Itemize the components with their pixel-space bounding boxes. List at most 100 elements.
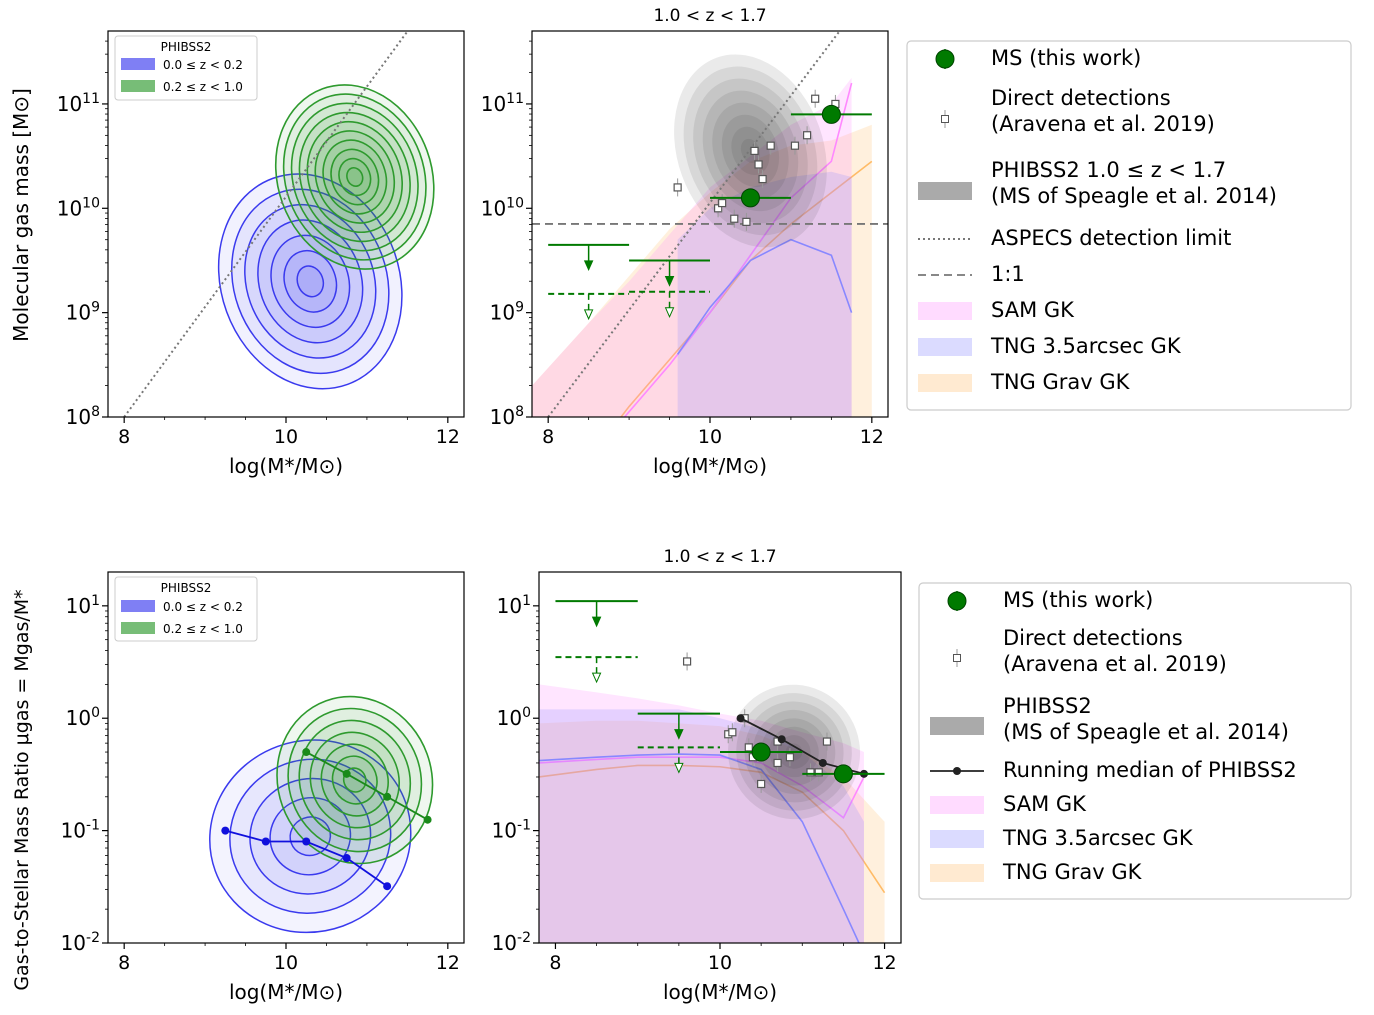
tng-35arcsec-median-line (539, 753, 860, 943)
low-z-contour (283, 249, 338, 313)
high-z-median-point (302, 748, 311, 757)
legend-phibss-swatch (918, 182, 972, 200)
legend-bottom: MS (this work) Direct detections(Aravena … (918, 582, 1352, 900)
direct-detection (718, 198, 727, 208)
ms-point (821, 104, 841, 124)
direct-detection (766, 141, 775, 150)
x-tick-label: 12 (872, 952, 896, 974)
direct-detection (754, 160, 763, 169)
direct-detection (814, 768, 823, 777)
low-z-contour (289, 816, 332, 857)
legend-label: Direct detections (991, 86, 1171, 110)
y-tick-label: 1010 (57, 195, 100, 220)
x-axis-label: log(M*/M⊙) (653, 454, 767, 478)
x-tick-label: 12 (436, 952, 460, 974)
upper-limit-arrow (583, 260, 594, 272)
y-tick-label: 108 (490, 404, 524, 429)
legend-phibss-swatch (930, 717, 984, 735)
legend-box (918, 582, 1352, 900)
upper-limit-arrow (591, 616, 602, 628)
panel-legend-swatch (121, 600, 155, 612)
direct-detection (757, 779, 766, 789)
y-tick-label: 109 (66, 300, 100, 325)
x-axis-label: log(M*/M⊙) (229, 454, 343, 478)
legend-label: TNG 3.5arcsec GK (990, 334, 1182, 358)
x-tick-label: 8 (118, 952, 130, 974)
legend-label: TNG 3.5arcsec GK (1002, 826, 1194, 850)
legend-label-line2: (MS of Speagle et al. 2014) (991, 184, 1277, 208)
low-z-median-point (342, 854, 351, 863)
x-tick-label: 8 (542, 426, 554, 448)
legend-label: PHIBSS2 (1003, 694, 1092, 718)
y-tick-label: 101 (66, 593, 100, 618)
sam-gk-band (539, 684, 864, 943)
high-z-contour (331, 755, 378, 805)
panel-legend-title: PHIBSS2 (161, 581, 212, 595)
x-axis-label: log(M*/M⊙) (663, 980, 777, 1004)
tng-35arcsec-band (539, 709, 864, 943)
direct-detection (742, 217, 751, 226)
plot-area (539, 600, 886, 943)
legend-tng35-swatch (918, 338, 972, 356)
panel-bottom-right: 8 10 12 10-2 10-1 100 101 log(M*/M⊙) 1.0 < z < 1… (492, 547, 902, 1004)
legend-direct-marker (953, 654, 961, 662)
high-z-contour (287, 707, 423, 853)
legend-label: Direct detections (1003, 626, 1183, 650)
panel-legend: PHIBSS2 0.0 ≤ z < 0.2 0.2 ≤ z < 1.0 (114, 35, 258, 101)
x-tick-label: 12 (436, 426, 460, 448)
legend-tng35-swatch (930, 830, 984, 848)
legend-sam-swatch (930, 796, 984, 814)
tng-grav-band (539, 720, 885, 943)
legend-median-marker (953, 767, 961, 775)
ms-point (833, 764, 853, 784)
tng-grav-median-line (539, 764, 886, 894)
high-z-median-point (383, 792, 392, 801)
phibss2-median-point (777, 735, 786, 744)
panel-legend-swatch (121, 622, 155, 634)
legend-ms-marker (935, 49, 955, 69)
y-tick-label: 101 (497, 593, 531, 618)
plot-area (209, 695, 434, 934)
high-z-contour (346, 166, 364, 187)
legend-ms-marker (947, 591, 967, 611)
y-tick-label: 10-2 (61, 930, 100, 955)
x-tick-label: 10 (708, 952, 732, 974)
high-z-contour (298, 719, 412, 841)
phibss2-median-point (818, 758, 827, 767)
upper-limit-arrow (583, 309, 594, 321)
legend-top: MS (this work) Direct detections(Aravena … (906, 40, 1352, 411)
direct-detection (811, 94, 820, 103)
panel-top-right: 8 10 12 108 109 1010 1011 log(M*/M⊙) 1.0 < z < 1… (481, 6, 889, 478)
legend-label: ASPECS detection limit (991, 226, 1231, 250)
upper-limit-arrow (674, 762, 684, 774)
direct-detection (744, 743, 753, 752)
x-tick-label: 8 (118, 426, 130, 448)
y-tick-label: 10-1 (492, 818, 531, 843)
direct-detection (730, 214, 739, 223)
high-z-contour (274, 84, 435, 270)
direct-detection (790, 141, 800, 150)
direct-detection (758, 174, 767, 184)
legend-tnggrav-swatch (918, 374, 972, 392)
direct-detection (785, 753, 795, 762)
high-z-contour (298, 111, 411, 243)
direct-detection (682, 657, 692, 666)
high-z-contour (338, 157, 372, 197)
panel-bottom-left: 8 10 12 10-2 10-1 100 101 log(M*/M⊙) PHIBSS2 0.0 … (61, 571, 465, 1004)
x-tick-label: 8 (549, 952, 561, 974)
low-z-median-point (221, 826, 230, 835)
panel-legend-label: 0.2 ≤ z < 1.0 (163, 622, 243, 636)
sam-gk-median-line (539, 756, 865, 820)
high-z-contour (314, 130, 396, 224)
x-axis-label: log(M*/M⊙) (229, 980, 343, 1004)
panel-legend-title: PHIBSS2 (161, 40, 212, 54)
panel-top-left: 8 10 12 108 109 1010 1011 log(M*/M⊙) PHIBSS2 0.0 … (57, 30, 465, 478)
low-z-contour (249, 777, 372, 895)
bottom-y-axis-label: Gas-to-Stellar Mass Ratio μgas = Mgas/M* (11, 589, 33, 990)
legend-label: TNG Grav GK (1002, 860, 1143, 884)
legend-label-line2: (Aravena et al. 2019) (1003, 652, 1227, 676)
panel-legend-swatch (121, 58, 155, 70)
panel-title: 1.0 < z < 1.7 (653, 6, 766, 26)
low-z-contour (209, 739, 412, 934)
legend-label: Running median of PHIBSS2 (1003, 758, 1297, 782)
